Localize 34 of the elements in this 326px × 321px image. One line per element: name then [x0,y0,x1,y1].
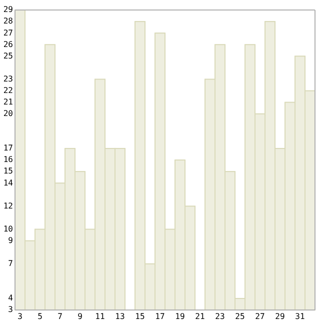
x-tick-label: 5 [38,312,43,321]
x-tick-label: 9 [78,312,83,321]
x-tick-label: 17 [155,312,165,321]
x-tick-label: 19 [175,312,185,321]
y-tick-label: 22 [3,86,14,95]
x-tick-label: 11 [95,312,105,321]
y-tick-label: 27 [3,28,14,38]
y-tick-label: 17 [3,144,14,153]
y-tick-label: 9 [8,236,14,245]
x-tick-label: 3 [18,312,23,321]
x-tick-label: 21 [195,312,205,321]
y-tick-label: 4 [8,294,14,303]
y-tick-label: 20 [3,109,14,118]
x-tick-label: 23 [215,312,225,321]
x-tick-label: 25 [235,312,245,321]
y-tick-label: 16 [3,155,14,164]
x-tick-label: 15 [135,312,145,321]
x-tick-label: 29 [275,312,285,321]
y-tick-label: 3 [8,305,14,314]
y-tick-label: 21 [3,97,14,106]
x-tick-label: 13 [115,312,125,321]
x-tick-label: 7 [58,312,63,321]
y-tick-label: 12 [3,201,14,210]
x-tick-label: 31 [295,312,305,321]
x-tick-label: 27 [255,312,265,321]
y-tick-label: 10 [3,224,14,234]
y-tick-label: 25 [3,51,14,60]
y-tick-label: 28 [3,16,14,26]
y-tick-label: 15 [3,166,14,176]
y-tick-label: 26 [3,40,14,49]
y-tick-label: 14 [3,178,14,188]
y-tick-label: 29 [3,5,14,14]
y-tick-label: 7 [8,259,14,268]
y-tick-label: 23 [3,74,14,84]
